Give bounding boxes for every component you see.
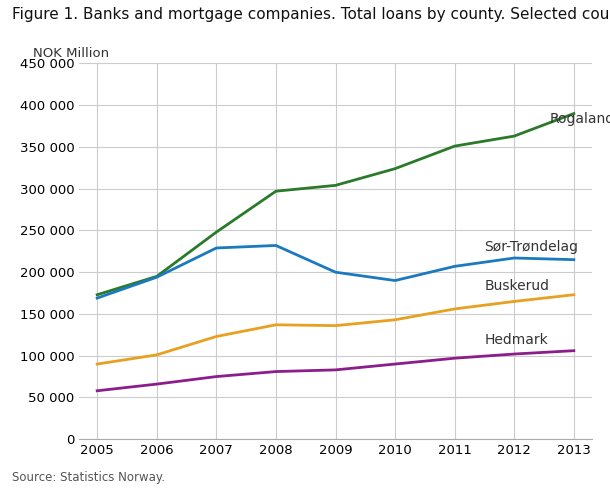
Text: Hedmark: Hedmark [484, 333, 548, 347]
Text: Figure 1. Banks and mortgage companies. Total loans by county. Selected counties: Figure 1. Banks and mortgage companies. … [12, 7, 610, 22]
Text: Source: Statistics Norway.: Source: Statistics Norway. [12, 471, 165, 484]
Text: NOK Million: NOK Million [33, 47, 109, 60]
Text: Buskerud: Buskerud [484, 279, 550, 293]
Text: Rogaland: Rogaland [550, 112, 610, 126]
Text: Sør-Trøndelag: Sør-Trøndelag [484, 240, 578, 254]
